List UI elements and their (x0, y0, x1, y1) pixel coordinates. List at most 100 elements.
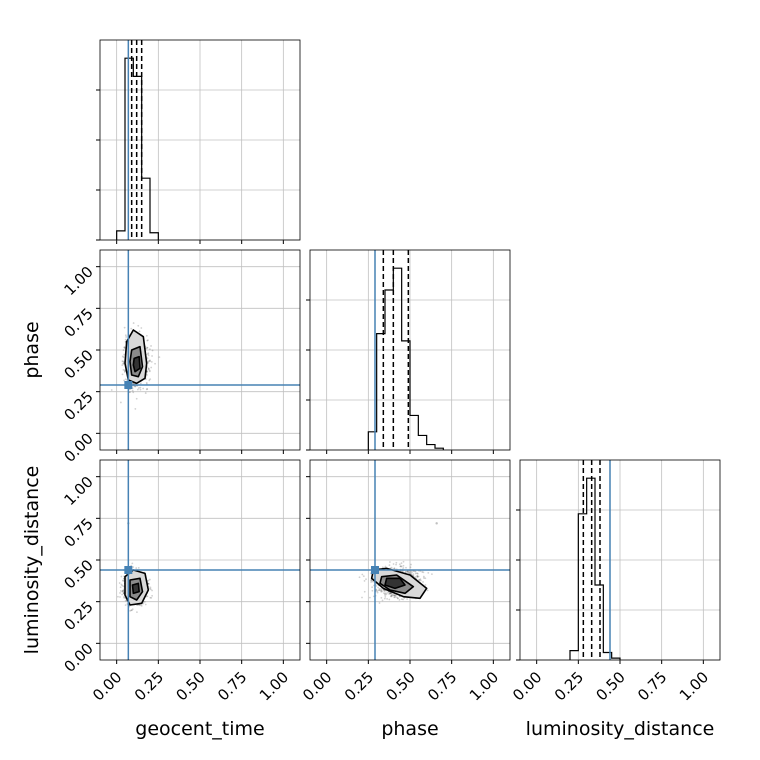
sample-point (384, 594, 387, 597)
sample-point (406, 570, 409, 573)
sample-point (146, 388, 149, 390)
sample-point (129, 609, 132, 612)
sample-point (148, 360, 151, 362)
sample-point (129, 391, 131, 394)
sample-point (386, 591, 389, 594)
sample-point (416, 575, 419, 578)
sample-point (146, 346, 149, 349)
sample-point (145, 347, 148, 350)
sample-point (381, 590, 384, 593)
sample-point (139, 604, 142, 607)
sample-point (144, 603, 147, 606)
y-tick-label: 0.75 (60, 304, 96, 340)
y-tick-label: 0.50 (60, 556, 96, 592)
sample-point (136, 388, 139, 391)
panel-border (309, 249, 511, 451)
sample-point (149, 360, 151, 363)
contour-level-2 (384, 577, 406, 590)
sample-point (139, 386, 142, 389)
sample-point (416, 572, 419, 575)
sample-point (137, 387, 140, 389)
sample-point (122, 592, 125, 594)
sample-point (370, 579, 373, 582)
sample-point (370, 579, 373, 582)
sample-point (416, 576, 419, 579)
sample-point (130, 327, 133, 330)
sample-point (381, 566, 384, 569)
sample-point (393, 594, 396, 597)
sample-point (132, 382, 135, 385)
sample-point (393, 594, 396, 596)
sample-point (134, 385, 136, 388)
sample-point (417, 575, 420, 578)
sample-point (424, 584, 427, 586)
sample-point (122, 362, 125, 365)
sample-point (388, 593, 390, 595)
sample-point (117, 595, 119, 598)
panel-hist-geocent_time (96, 39, 301, 244)
sample-point (365, 578, 367, 581)
sample-point (131, 608, 134, 611)
sample-point (146, 374, 148, 376)
sample-point (122, 588, 125, 591)
sample-point (375, 588, 378, 591)
sample-point (148, 369, 151, 372)
sample-point (148, 379, 151, 382)
sample-point (426, 589, 429, 592)
sample-point (409, 571, 412, 574)
sample-point (124, 338, 127, 341)
sample-point (371, 589, 374, 592)
truth-marker (371, 566, 379, 574)
sample-point (391, 594, 394, 597)
sample-point (148, 578, 151, 581)
sample-point (376, 591, 379, 594)
sample-point (119, 401, 122, 404)
histogram-step-luminosity_distance (569, 477, 621, 660)
sample-point (393, 567, 396, 570)
sample-point (122, 368, 125, 371)
sample-point (380, 587, 382, 590)
sample-point (421, 571, 424, 573)
sample-point (145, 334, 148, 337)
sample-point (402, 567, 405, 569)
sample-point (123, 379, 125, 382)
x-axis-label-geocent-time: geocent_time (135, 718, 264, 740)
y-axis-label-phase: phase (21, 321, 43, 378)
sample-point (121, 373, 124, 376)
sample-point (393, 596, 396, 599)
sample-point (394, 594, 397, 597)
x-tick-label: 1.00 (676, 668, 712, 704)
sample-point (419, 578, 422, 581)
sample-point (400, 565, 403, 568)
sample-point (150, 345, 152, 347)
sample-point (418, 579, 421, 581)
sample-point (147, 367, 150, 370)
sample-point (151, 355, 153, 357)
sample-point (147, 354, 150, 357)
sample-point (388, 592, 391, 595)
sample-point (361, 573, 364, 576)
sample-point (122, 585, 125, 588)
sample-point (385, 593, 388, 596)
sample-point (147, 361, 150, 364)
sample-point (384, 565, 387, 568)
sample-point (147, 352, 150, 355)
sample-point (378, 589, 381, 592)
sample-point (149, 359, 151, 362)
sample-point (371, 580, 374, 583)
sample-point (410, 563, 412, 566)
sample-point (402, 560, 405, 563)
sample-point (422, 571, 425, 574)
sample-point (122, 589, 125, 592)
sample-point (424, 577, 427, 580)
x-tick-label: 0.75 (424, 668, 460, 704)
x-tick-label: 0.75 (634, 668, 670, 704)
sample-point (131, 562, 134, 565)
sample-point (390, 594, 393, 596)
histogram-step-geocent_time (116, 57, 159, 240)
sample-point (390, 566, 393, 569)
sample-point (384, 595, 387, 598)
sample-point (147, 583, 150, 585)
sample-point (139, 382, 142, 385)
